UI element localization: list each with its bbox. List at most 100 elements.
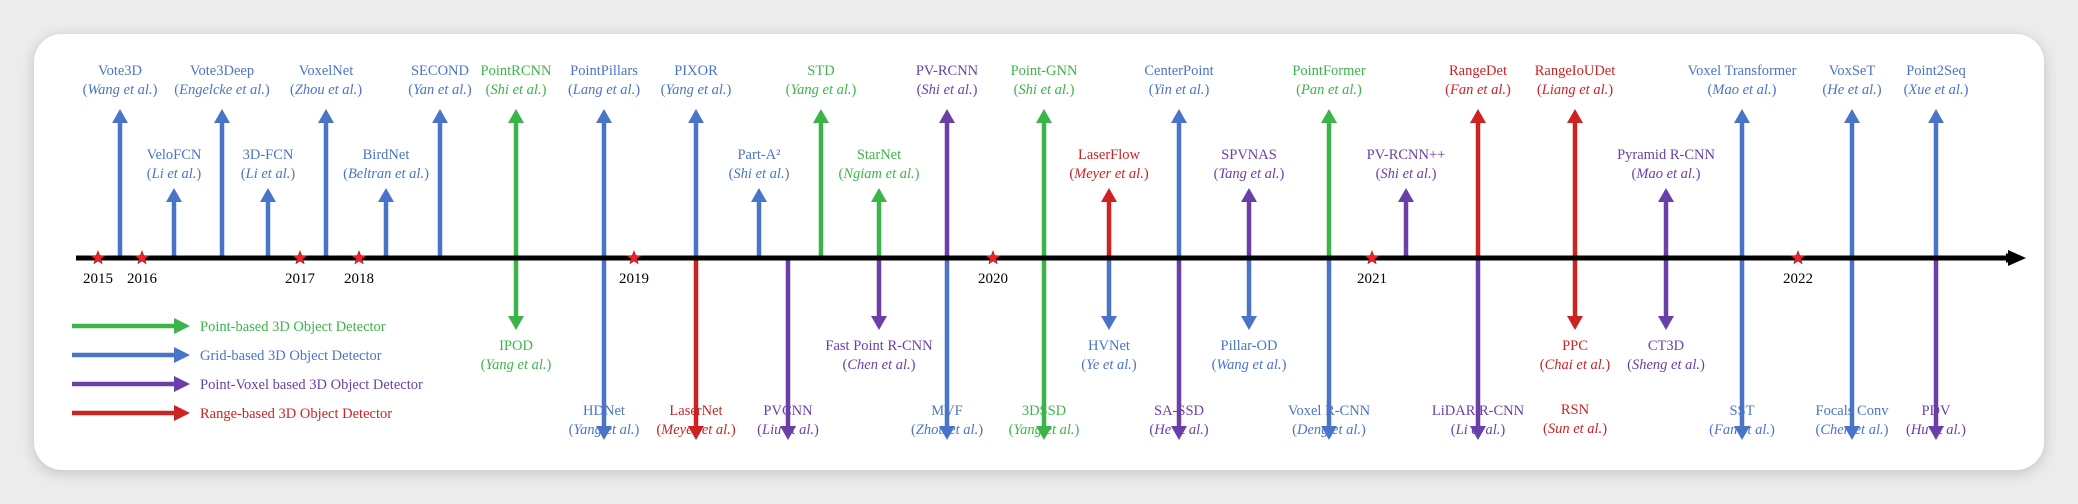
arrowhead-hvnet (1101, 316, 1117, 330)
method-authors-pixor: (Yang et al.) (661, 82, 732, 98)
year-label-2019: 2019 (619, 271, 649, 287)
method-authors-voxelnet: (Zhou et al.) (290, 82, 362, 98)
legend-arrowhead-point (174, 318, 190, 334)
method-authors-centerpoint: (Yin et al.) (1149, 82, 1210, 98)
method-name-lasernet: LaserNet (669, 403, 722, 419)
method-authors-second: (Yan et al.) (408, 82, 472, 98)
method-authors-rangeioudet: (Liang et al.) (1537, 82, 1613, 98)
method-authors-laserflow: (Meyer et al.) (1069, 166, 1149, 182)
arrowhead-pv-rcnn (939, 109, 955, 123)
legend: Point-based 3D Object Detector Grid-based… (72, 318, 423, 422)
arrowhead-ppc (1567, 316, 1583, 330)
method-name-lidar-r-cnn: LiDAR R-CNN (1432, 403, 1525, 419)
method-authors-voxel-transformer: (Mao et al.) (1708, 82, 1777, 98)
method-authors-vote3d: (Wang et al.) (83, 82, 158, 98)
method-name-rangeioudet: RangeIoUDet (1535, 63, 1616, 79)
method-authors-spvnas: (Tang et al.) (1214, 166, 1285, 182)
arrowhead-sst (1734, 426, 1750, 440)
method-name-laserflow: LaserFlow (1078, 147, 1141, 163)
method-authors-velofcn: (Li et al.) (147, 166, 202, 182)
year-star-2022 (1790, 250, 1806, 265)
arrowhead-velofcn (166, 188, 182, 202)
arrowhead-vote3deep (214, 109, 230, 123)
method-authors-3dssd: (Yang et al.) (1009, 422, 1080, 438)
arrowhead-spvnas (1241, 188, 1257, 202)
arrowhead-hdnet (596, 426, 612, 440)
legend-arrowhead-pointvoxel (174, 376, 190, 392)
method-name-std: STD (807, 63, 834, 79)
arrowhead-voxset (1844, 109, 1860, 123)
method-name-focals-conv: Focals Conv (1816, 403, 1890, 419)
legend-label-point: Point-based 3D Object Detector (200, 319, 386, 335)
year-star-2018 (351, 250, 367, 265)
arrowhead-pv-rcnn (1398, 188, 1414, 202)
method-authors-birdnet: (Beltran et al.) (343, 166, 429, 182)
arrowhead-voxel-transformer (1734, 109, 1750, 123)
method-name-fast-point-r-cnn: Fast Point R-CNN (825, 338, 933, 354)
arrowhead-pvcnn (780, 426, 796, 440)
timeline-axis-head (2008, 250, 2026, 266)
method-authors-pv-rcnn: (Shi et al.) (917, 82, 978, 98)
legend-label-pointvoxel: Point-Voxel based 3D Object Detector (200, 377, 423, 393)
arrowhead-pointformer (1321, 109, 1337, 123)
method-authors-mvf: (Zhou et al.) (911, 422, 983, 438)
method-name-vote3deep: Vote3Deep (190, 63, 254, 79)
year-label-2022: 2022 (1783, 271, 1813, 287)
method-authors-point-gnn: (Shi et al.) (1014, 82, 1075, 98)
arrowhead-laserflow (1101, 188, 1117, 202)
method-name-3d-fcn: 3D-FCN (243, 147, 294, 163)
arrowhead-pillar-od (1241, 316, 1257, 330)
legend-label-grid: Grid-based 3D Object Detector (200, 348, 382, 364)
method-name-rangedet: RangeDet (1449, 63, 1507, 79)
method-authors-lasernet: (Meyer et al.) (656, 422, 736, 438)
method-labels: Vote3D (Wang et al.) VeloFCN (Li et al.) Vot… (83, 63, 1969, 438)
method-name-pointpillars: PointPillars (570, 63, 638, 79)
year-star-2021 (1364, 250, 1380, 265)
method-authors-rsn: (Sun et al.) (1543, 421, 1607, 437)
method-authors-std: (Yang et al.) (786, 82, 857, 98)
arrowhead-voxel-r-cnn (1321, 426, 1337, 440)
method-name-pointrcnn: PointRCNN (481, 63, 552, 79)
method-arrows (112, 109, 1944, 440)
arrowhead-second (432, 109, 448, 123)
method-authors-ppc: (Chai et al.) (1540, 357, 1611, 373)
method-authors-vote3deep: (Engelcke et al.) (174, 82, 270, 98)
arrowhead-point2seq (1928, 109, 1944, 123)
method-authors-3d-fcn: (Li et al.) (241, 166, 296, 182)
year-label-2018: 2018 (344, 271, 374, 287)
method-name-sst: SST (1730, 403, 1755, 419)
arrowhead-pdv (1928, 426, 1944, 440)
timeline-card: 2015 2016 2017 2018 2019 2020 2021 2022 Vote3D (… (34, 34, 2044, 470)
year-label-2020: 2020 (978, 271, 1008, 287)
method-name-pv-rcnn: PV-RCNN (916, 63, 979, 79)
timeline-diagram: 2015 2016 2017 2018 2019 2020 2021 2022 Vote3D (… (72, 63, 2026, 440)
method-authors-pdv: (Hu et al.) (1906, 422, 1966, 438)
year-star-2019 (626, 250, 642, 265)
method-authors-voxel-r-cnn: (Deng et al.) (1292, 422, 1366, 438)
method-name-pointformer: PointFormer (1292, 63, 1365, 79)
arrowhead-voxelnet (318, 109, 334, 123)
year-star-2017 (292, 250, 308, 265)
year-label-2017: 2017 (285, 271, 316, 287)
arrowhead-birdnet (378, 188, 394, 202)
method-authors-ct3d: (Sheng et al.) (1627, 357, 1705, 373)
arrowhead-pointpillars (596, 109, 612, 123)
method-name-ct3d: CT3D (1648, 338, 1684, 354)
method-authors-starnet: (Ngiam et al.) (839, 166, 920, 182)
method-authors-part-a: (Shi et al.) (729, 166, 790, 182)
method-name-hvnet: HVNet (1088, 338, 1130, 354)
method-authors-sa-ssd: (He et al.) (1149, 422, 1208, 438)
arrowhead-part-a (751, 188, 767, 202)
year-star-2020 (985, 250, 1001, 265)
arrowhead-mvf (939, 426, 955, 440)
arrowhead-fast-point-r-cnn (871, 316, 887, 330)
method-authors-rangedet: (Fan et al.) (1445, 82, 1511, 98)
arrowhead-focals-conv (1844, 426, 1860, 440)
year-star-2016 (134, 250, 150, 265)
method-name-pillar-od: Pillar-OD (1221, 338, 1278, 354)
method-name-birdnet: BirdNet (363, 147, 410, 163)
legend-label-range: Range-based 3D Object Detector (200, 406, 392, 422)
method-name-ppc: PPC (1562, 338, 1588, 354)
method-authors-pointformer: (Pan et al.) (1296, 82, 1362, 98)
arrowhead-3dssd (1036, 426, 1052, 440)
